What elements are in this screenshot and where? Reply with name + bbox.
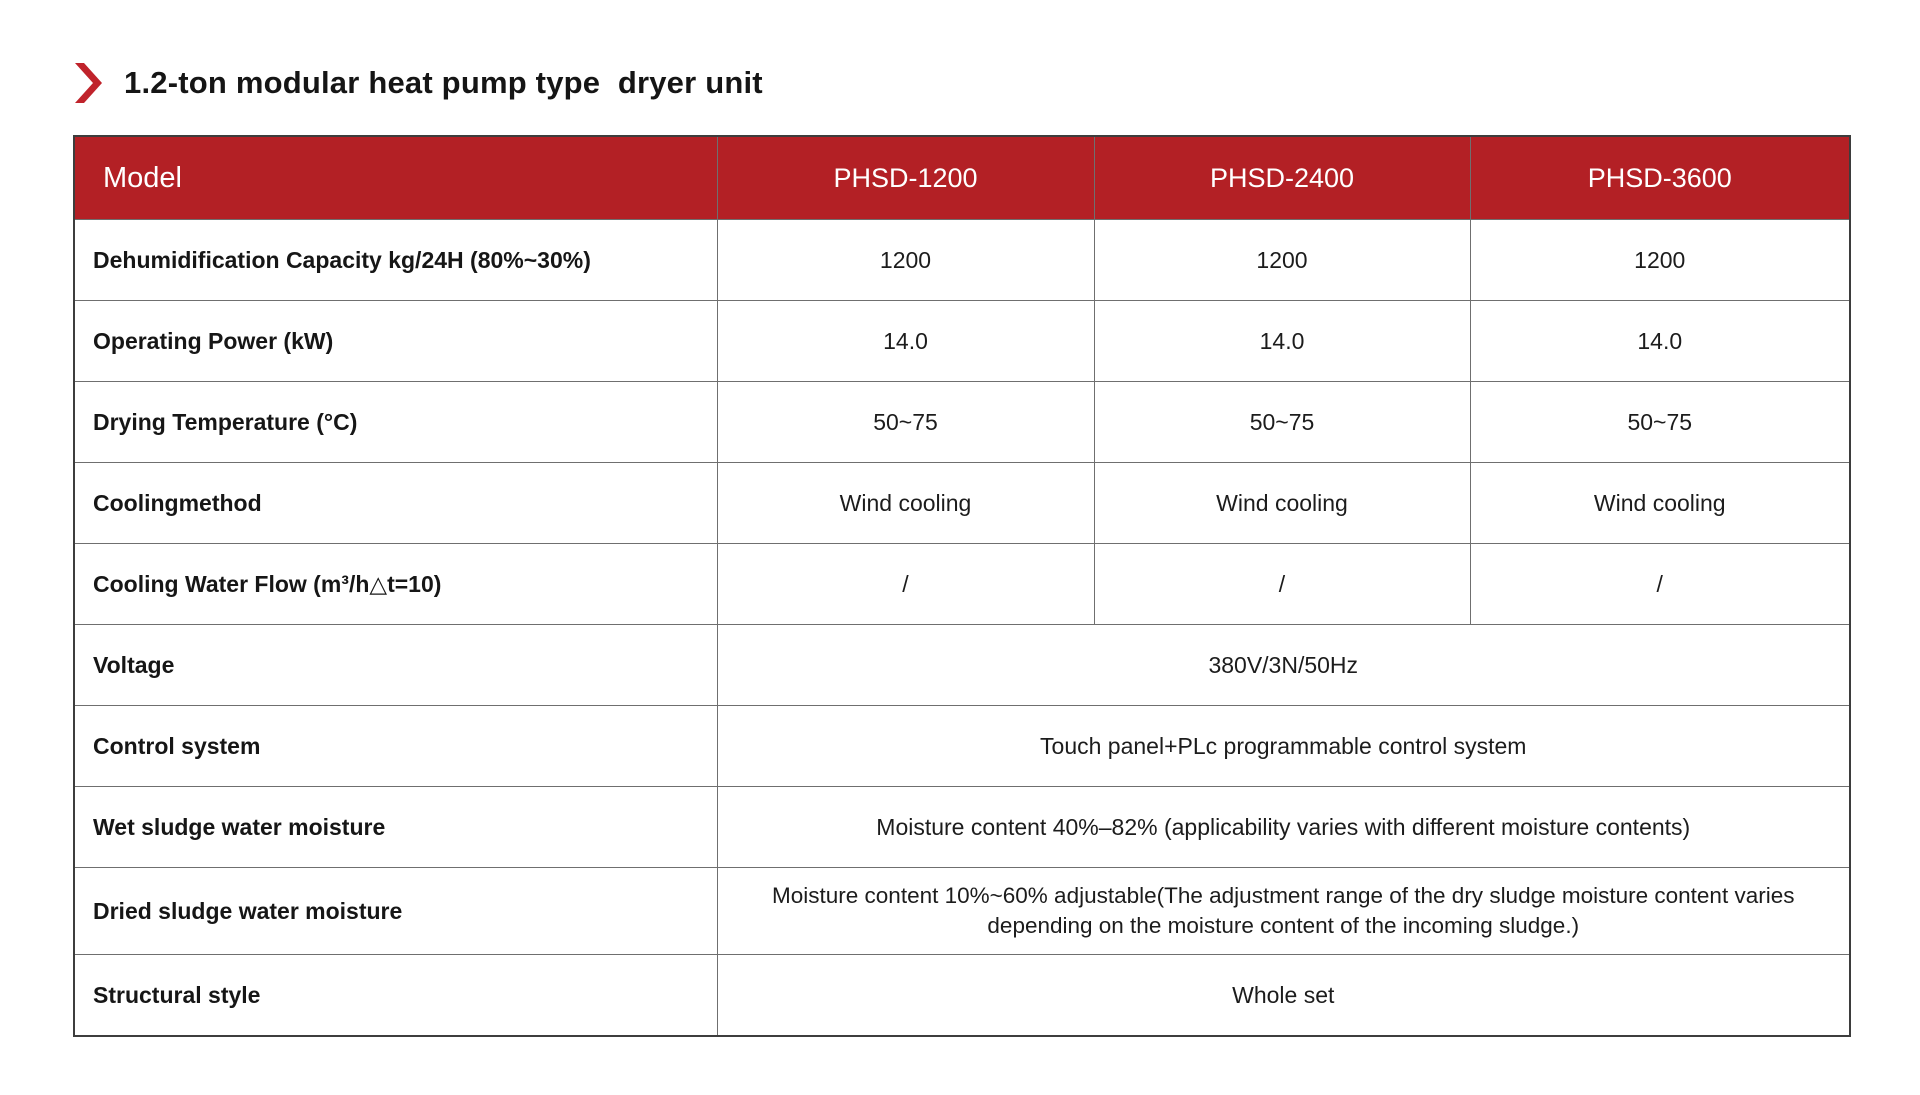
cell-value: / [1093,543,1471,625]
cell-value: 14.0 [1469,300,1851,382]
table-row-dried-sludge-moisture: Dried sludge water moisture Moisture con… [73,867,1851,955]
cell-value: Wind cooling [1469,462,1851,544]
cell-value-merged: Moisture content 10%~60% adjustable(The … [716,867,1851,955]
cell-value: / [1469,543,1851,625]
table-header-row: Model PHSD-1200 PHSD-2400 PHSD-3600 [73,135,1851,220]
cell-value-merged: Touch panel+PLc programmable control sys… [716,705,1851,787]
cell-value: 50~75 [1469,381,1851,463]
cell-value: / [716,543,1095,625]
row-label: Operating Power (kW) [73,300,718,382]
table-row-cooling-water-flow: Cooling Water Flow (m³/h△t=10) / / / [73,543,1851,625]
header-col-phsd-1200: PHSD-1200 [716,135,1095,220]
cell-value: 1200 [1469,219,1851,301]
header-col-phsd-2400: PHSD-2400 [1093,135,1471,220]
table-row-dehumidification-capacity: Dehumidification Capacity kg/24H (80%~30… [73,219,1851,301]
row-label: Wet sludge water moisture [73,786,718,868]
row-label: Dehumidification Capacity kg/24H (80%~30… [73,219,718,301]
cell-value-merged: 380V/3N/50Hz [716,624,1851,706]
table-row-structural-style: Structural style Whole set [73,954,1851,1037]
cell-value: 1200 [1093,219,1471,301]
table-row-operating-power: Operating Power (kW) 14.0 14.0 14.0 [73,300,1851,382]
table-row-cooling-method: Coolingmethod Wind cooling Wind cooling … [73,462,1851,544]
row-label: Structural style [73,954,718,1037]
cell-value: 50~75 [1093,381,1471,463]
cell-value: 14.0 [716,300,1095,382]
page-title: 1.2-ton modular heat pump type dryer uni… [124,65,763,100]
cell-value: Wind cooling [716,462,1095,544]
table-row-control-system: Control system Touch panel+PLc programma… [73,705,1851,787]
table-row-drying-temperature: Drying Temperature (°C) 50~75 50~75 50~7… [73,381,1851,463]
row-label: Drying Temperature (°C) [73,381,718,463]
header-col-phsd-3600: PHSD-3600 [1469,135,1851,220]
cell-value: Wind cooling [1093,462,1471,544]
header-model: Model [73,135,718,220]
cell-value: 1200 [716,219,1095,301]
spec-table: Model PHSD-1200 PHSD-2400 PHSD-3600 Dehu… [73,135,1851,1037]
cell-value-merged: Whole set [716,954,1851,1037]
cell-value: 50~75 [716,381,1095,463]
row-label: Dried sludge water moisture [73,867,718,955]
row-label: Cooling Water Flow (m³/h△t=10) [73,543,718,625]
row-label: Control system [73,705,718,787]
row-label: Coolingmethod [73,462,718,544]
chevron-icon [75,63,102,103]
table-row-voltage: Voltage 380V/3N/50Hz [73,624,1851,706]
row-label: Voltage [73,624,718,706]
section-title-row: 1.2-ton modular heat pump type dryer uni… [74,62,763,104]
cell-value-merged: Moisture content 40%–82% (applicability … [716,786,1851,868]
table-row-wet-sludge-moisture: Wet sludge water moisture Moisture conte… [73,786,1851,868]
cell-value: 14.0 [1093,300,1471,382]
